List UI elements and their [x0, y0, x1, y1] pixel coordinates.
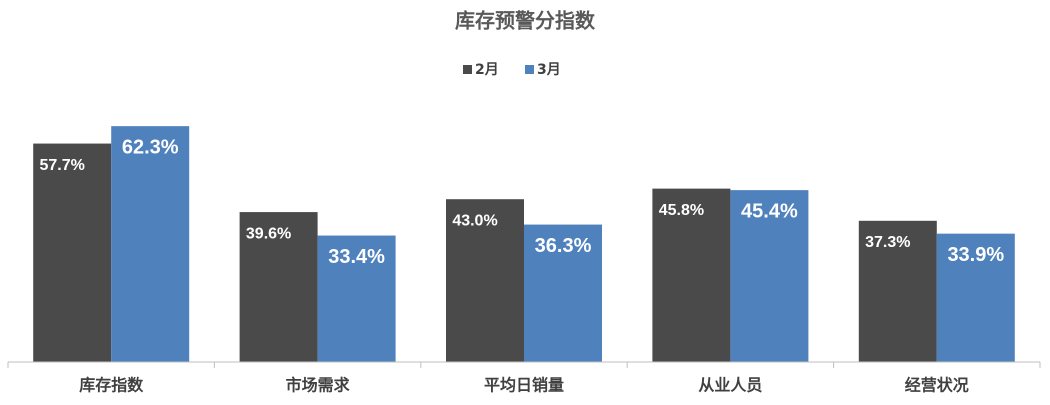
value-label: 43.0% — [452, 212, 497, 229]
bar — [446, 199, 524, 362]
x-tick-label: 库存指数 — [79, 376, 144, 395]
legend-swatch — [463, 65, 472, 74]
bar — [524, 224, 602, 362]
x-tick-label: 平均日销量 — [484, 376, 564, 395]
value-label: 57.7% — [40, 157, 85, 174]
value-label: 36.3% — [535, 235, 592, 257]
bar — [239, 212, 318, 362]
value-label: 37.3% — [865, 234, 910, 251]
value-label: 33.9% — [947, 244, 1004, 266]
bar — [652, 188, 731, 362]
bar — [111, 126, 190, 363]
legend-label: 3月 — [537, 62, 561, 78]
value-label: 62.3% — [122, 136, 179, 158]
bar — [33, 143, 112, 362]
value-label: 45.4% — [741, 200, 798, 222]
bar — [730, 190, 809, 362]
legend-label: 2月 — [475, 62, 499, 78]
x-tick-label: 从业人员 — [698, 376, 762, 395]
bar — [317, 235, 396, 362]
value-label: 39.6% — [246, 225, 291, 242]
legend-swatch — [525, 65, 534, 74]
chart-title: 库存预警分指数 — [455, 9, 596, 33]
value-label: 33.4% — [328, 246, 385, 268]
bar — [858, 220, 937, 362]
x-tick-label: 市场需求 — [286, 376, 351, 395]
x-tick-label: 经营状况 — [905, 376, 969, 395]
bar — [936, 233, 1015, 362]
value-label: 45.8% — [659, 202, 704, 219]
